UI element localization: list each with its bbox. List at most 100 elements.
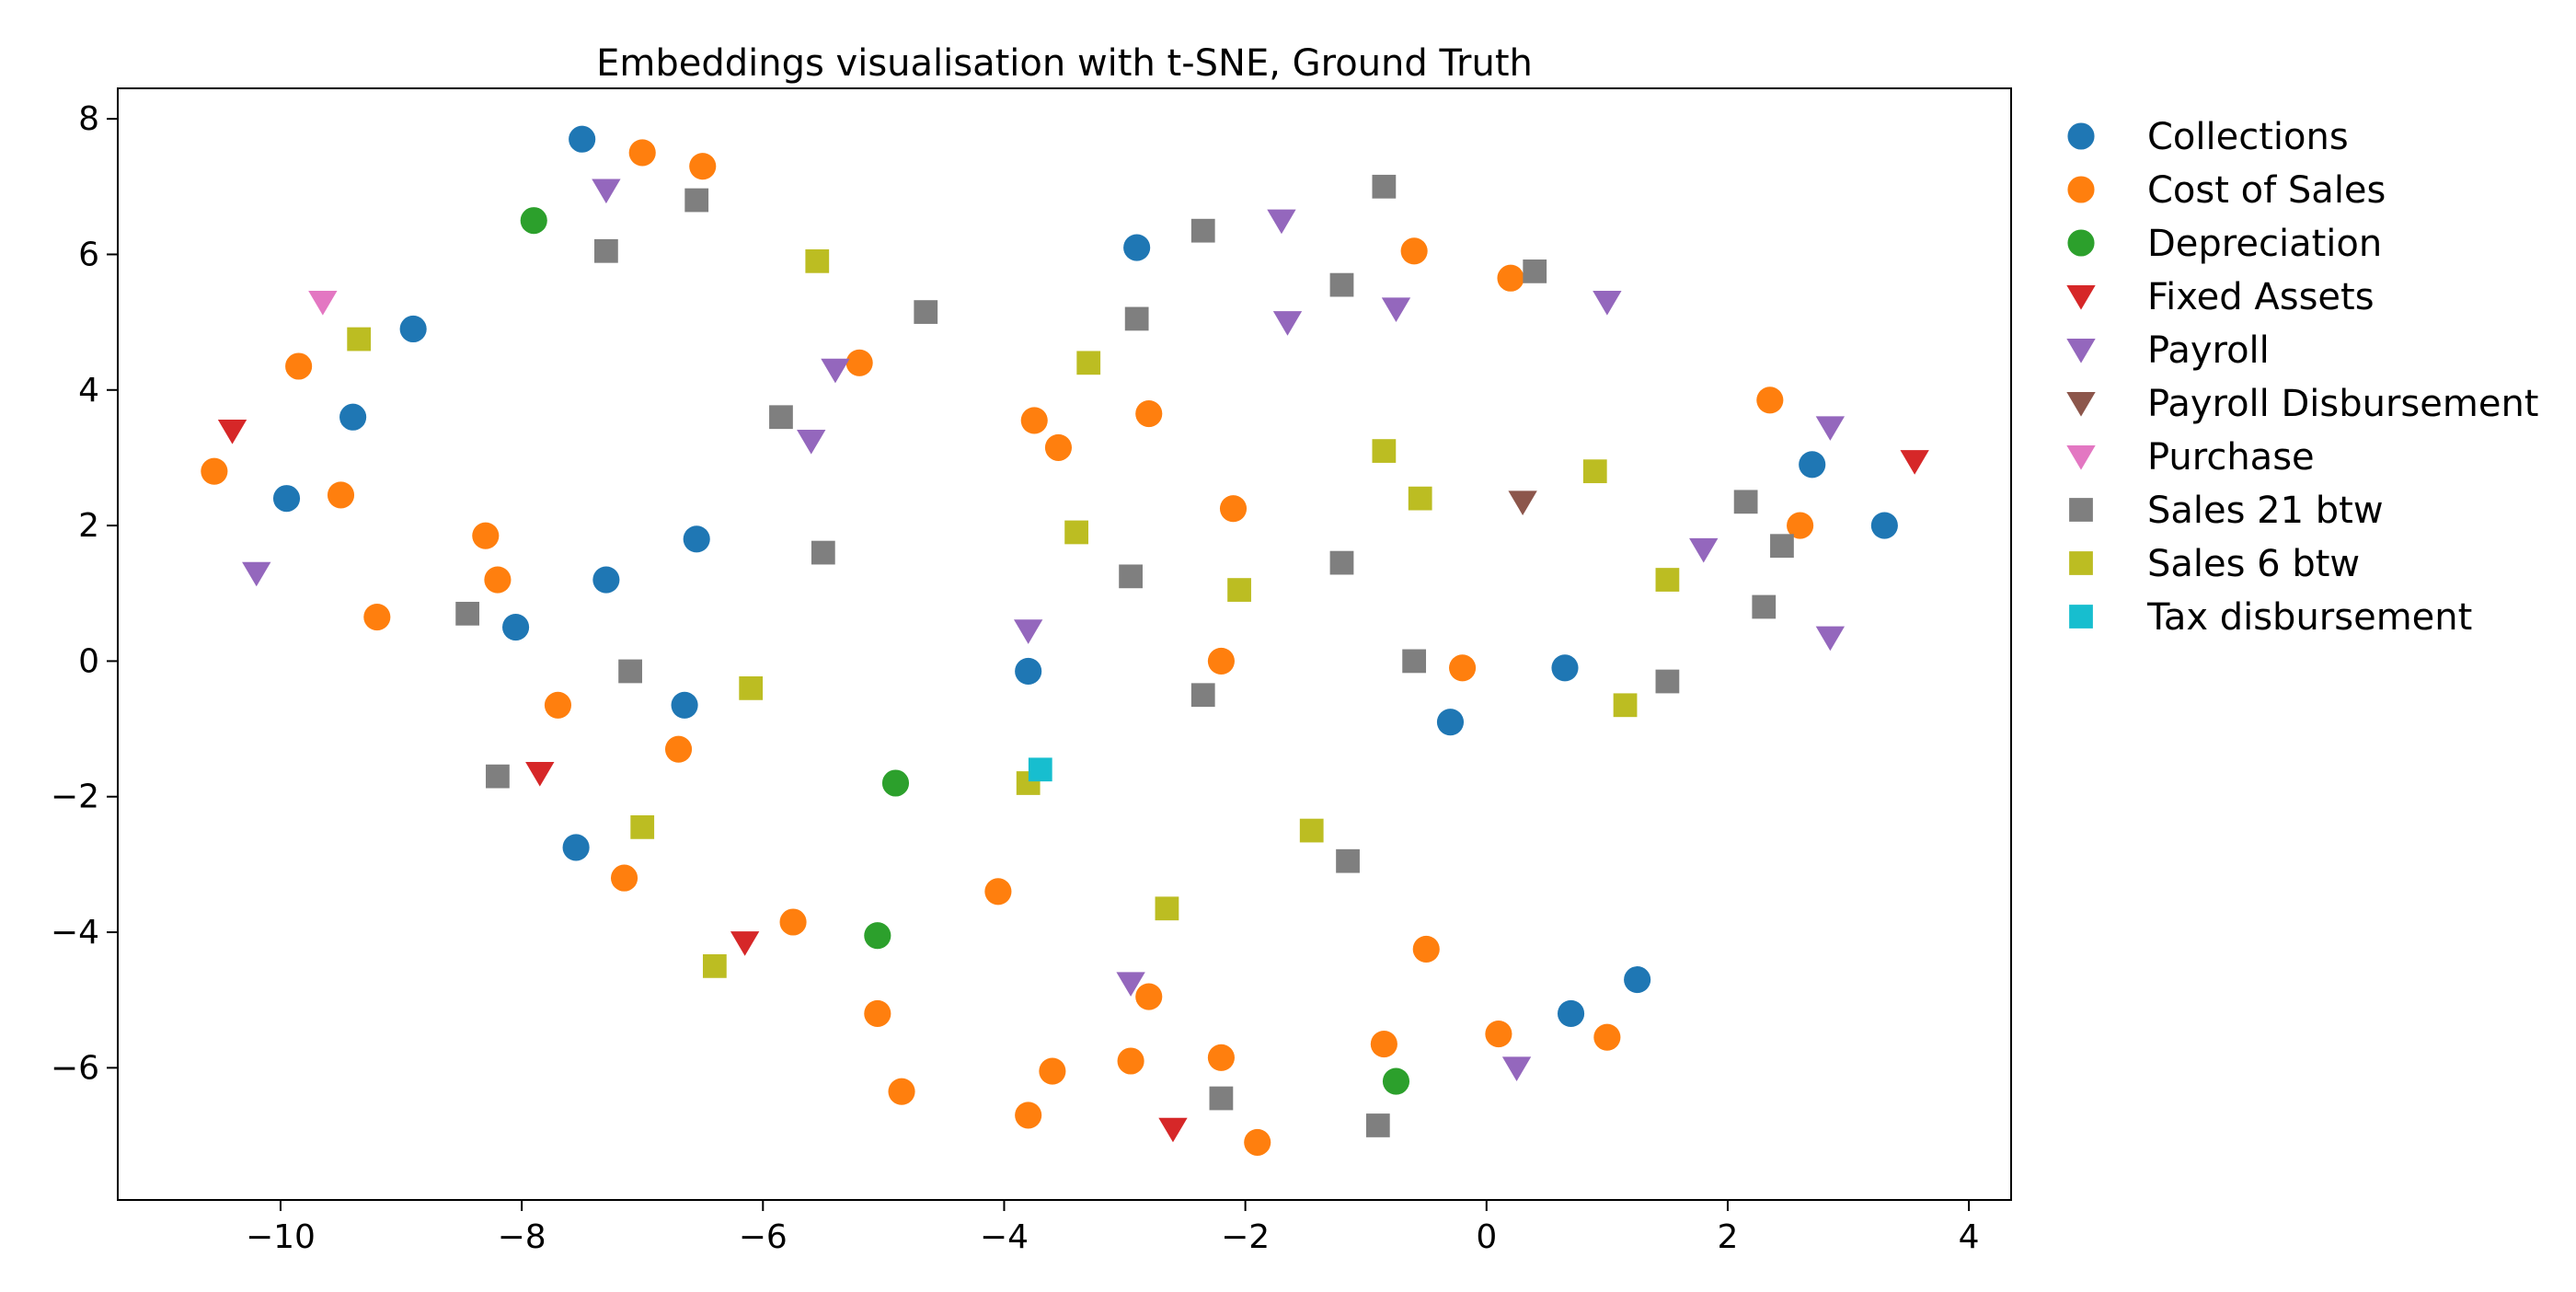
legend-label-payroll-disbursement: Payroll Disbursement xyxy=(2147,383,2539,425)
point-collections-6 xyxy=(502,614,530,641)
point-collections-14 xyxy=(1624,966,1651,994)
point-cost-of-sales-2 xyxy=(285,352,313,380)
y-tick-label: 6 xyxy=(78,236,99,273)
point-sales-6-btw-5 xyxy=(630,814,655,839)
point-collections-11 xyxy=(1551,654,1579,682)
point-sales-21-btw-8 xyxy=(1190,218,1215,243)
point-cost-of-sales-29 xyxy=(1485,1020,1512,1048)
point-cost-of-sales-32 xyxy=(1400,237,1428,265)
point-cost-of-sales-5 xyxy=(363,603,391,631)
point-collections-10 xyxy=(1123,234,1151,261)
legend-label-sales-21-btw: Sales 21 btw xyxy=(2147,490,2384,532)
point-payroll-1 xyxy=(821,358,850,384)
legend-label-sales-6-btw: Sales 6 btw xyxy=(2147,543,2360,585)
point-sales-21-btw-18 xyxy=(1209,1086,1234,1111)
point-cost-of-sales-3 xyxy=(201,457,228,485)
legend-marker-sales-6-btw xyxy=(2069,551,2093,575)
point-cost-of-sales-31 xyxy=(1449,654,1477,682)
point-payroll-9 xyxy=(1815,416,1846,441)
point-cost-of-sales-24 xyxy=(1135,983,1163,1010)
series-sales-6-btw xyxy=(347,248,1680,978)
x-tick-label: −10 xyxy=(246,1218,316,1256)
legend-marker-collections xyxy=(2067,122,2095,150)
point-cost-of-sales-11 xyxy=(779,908,807,936)
legend-item-purchase: Purchase xyxy=(2066,436,2315,479)
point-payroll-4 xyxy=(1013,619,1043,644)
point-depreciation-0 xyxy=(520,207,547,235)
x-tick-label: −6 xyxy=(739,1218,788,1256)
point-sales-21-btw-11 xyxy=(1372,174,1397,199)
point-sales-6-btw-2 xyxy=(1076,351,1101,375)
y-tick-label: 4 xyxy=(78,372,99,410)
point-sales-21-btw-2 xyxy=(914,300,938,324)
legend-item-fixed-assets: Fixed Assets xyxy=(2066,276,2375,318)
point-sales-21-btw-5 xyxy=(455,601,480,626)
point-sales-21-btw-3 xyxy=(769,405,793,430)
x-axis: −10 −8 −6 −4 −2 0 2 4 xyxy=(246,1200,1980,1256)
legend-marker-fixed-assets xyxy=(2066,285,2096,310)
point-payroll-10 xyxy=(1689,537,1719,563)
point-sales-6-btw-15 xyxy=(1155,896,1179,921)
x-tick-label: −2 xyxy=(1221,1218,1270,1256)
point-cost-of-sales-22 xyxy=(1039,1057,1066,1085)
legend-item-tax-disbursement: Tax disbursement xyxy=(2069,596,2472,639)
series-cost-of-sales xyxy=(201,139,1814,1156)
point-payroll-11 xyxy=(1815,626,1846,652)
point-sales-21-btw-9 xyxy=(1124,306,1149,331)
legend-label-payroll: Payroll xyxy=(2147,329,2270,372)
legend-label-collections: Collections xyxy=(2147,116,2349,158)
point-payroll-0 xyxy=(592,179,621,204)
point-collections-16 xyxy=(1870,512,1898,539)
point-cost-of-sales-10 xyxy=(610,864,638,892)
point-cost-of-sales-4 xyxy=(327,481,355,509)
point-sales-21-btw-6 xyxy=(618,659,642,684)
series-collections xyxy=(272,125,1898,1027)
legend: Collections Cost of Sales Depreciation Fixe… xyxy=(2066,116,2539,639)
y-tick-label: 8 xyxy=(78,100,99,138)
point-sales-6-btw-10 xyxy=(1408,486,1432,511)
point-sales-6-btw-14 xyxy=(1299,818,1324,843)
point-fixed-assets-4 xyxy=(1900,450,1929,475)
series-depreciation xyxy=(520,207,1410,1095)
point-sales-21-btw-7 xyxy=(486,764,510,789)
point-cost-of-sales-23 xyxy=(1117,1047,1144,1075)
point-payroll-6 xyxy=(1272,311,1303,336)
x-tick-label: −8 xyxy=(498,1218,546,1256)
point-cost-of-sales-8 xyxy=(544,691,572,719)
legend-label-cost-of-sales: Cost of Sales xyxy=(2147,169,2386,212)
point-sales-21-btw-14 xyxy=(1329,550,1354,575)
point-sales-6-btw-6 xyxy=(702,953,727,978)
point-depreciation-2 xyxy=(864,922,891,950)
legend-marker-sales-21-btw xyxy=(2069,498,2093,522)
x-tick-label: −4 xyxy=(980,1218,1029,1256)
series-payroll xyxy=(242,179,1846,1081)
point-fixed-assets-1 xyxy=(525,761,555,787)
legend-marker-purchase xyxy=(2066,445,2096,470)
point-sales-21-btw-10 xyxy=(1329,272,1354,297)
point-sales-6-btw-0 xyxy=(347,327,372,352)
y-tick-label: −2 xyxy=(51,779,99,816)
point-cost-of-sales-17 xyxy=(1207,647,1235,675)
legend-marker-payroll xyxy=(2066,339,2096,363)
point-cost-of-sales-0 xyxy=(628,139,656,167)
point-sales-21-btw-22 xyxy=(1770,534,1794,559)
point-sales-6-btw-11 xyxy=(1582,459,1607,484)
x-tick-label: 4 xyxy=(1959,1218,1980,1256)
point-sales-21-btw-0 xyxy=(684,188,709,213)
point-collections-12 xyxy=(1436,709,1465,736)
point-sales-21-btw-17 xyxy=(1336,848,1360,873)
point-collections-1 xyxy=(399,315,427,343)
series-tax-disbursement xyxy=(1028,757,1052,782)
legend-label-depreciation: Depreciation xyxy=(2147,223,2382,265)
point-cost-of-sales-7 xyxy=(484,566,512,594)
point-collections-15 xyxy=(1799,451,1826,479)
point-collections-9 xyxy=(1015,657,1042,686)
legend-marker-payroll-disbursement xyxy=(2066,392,2096,417)
point-collections-13 xyxy=(1557,999,1585,1027)
point-sales-21-btw-20 xyxy=(1655,669,1680,694)
point-cost-of-sales-14 xyxy=(1044,433,1073,461)
point-cost-of-sales-9 xyxy=(664,735,693,763)
data-points xyxy=(201,125,1929,1156)
point-collections-0 xyxy=(569,125,596,153)
